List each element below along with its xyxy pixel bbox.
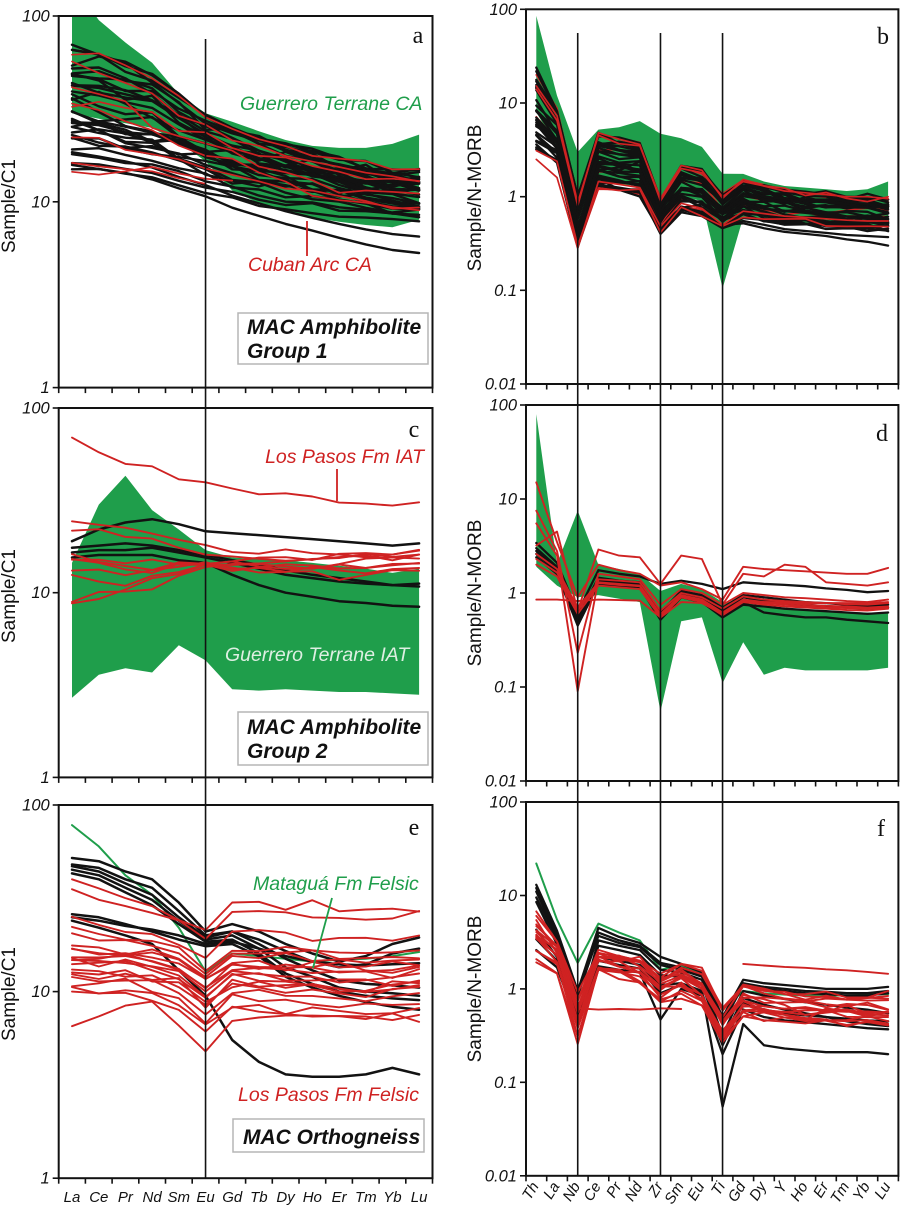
svg-text:Cuban Arc CA: Cuban Arc CA — [248, 254, 372, 276]
svg-text:0.01: 0.01 — [485, 773, 517, 791]
svg-text:Guerrero Terrane CA: Guerrero Terrane CA — [240, 93, 422, 115]
svg-text:100: 100 — [489, 794, 517, 812]
svg-text:Sample/C1: Sample/C1 — [0, 549, 20, 643]
svg-text:Ce: Ce — [89, 1189, 108, 1206]
svg-text:Sample/C1: Sample/C1 — [0, 159, 20, 253]
svg-text:100: 100 — [489, 397, 517, 415]
svg-text:Pr: Pr — [118, 1189, 134, 1206]
svg-text:Eu: Eu — [196, 1189, 215, 1206]
svg-text:c: c — [409, 417, 420, 443]
svg-text:Los Pasos Fm Felsic: Los Pasos Fm Felsic — [238, 1084, 419, 1106]
svg-text:La: La — [540, 1179, 563, 1202]
svg-text:MAC Orthogneiss: MAC Orthogneiss — [243, 1126, 420, 1149]
svg-text:Sample/N-MORB: Sample/N-MORB — [465, 520, 486, 667]
svg-text:Ho: Ho — [303, 1189, 322, 1206]
svg-text:0.1: 0.1 — [494, 1074, 517, 1092]
svg-text:Sample/N-MORB: Sample/N-MORB — [465, 916, 486, 1063]
svg-text:Group 1: Group 1 — [247, 340, 328, 363]
svg-text:10: 10 — [499, 95, 518, 113]
svg-text:Los Pasos Fm IAT: Los Pasos Fm IAT — [265, 446, 426, 468]
svg-text:e: e — [409, 815, 420, 841]
svg-text:MAC Amphibolite: MAC Amphibolite — [247, 316, 422, 339]
svg-text:10: 10 — [31, 193, 50, 211]
svg-text:0.01: 0.01 — [485, 1167, 517, 1185]
svg-text:0.1: 0.1 — [494, 679, 517, 697]
svg-text:Tb: Tb — [250, 1189, 268, 1206]
svg-text:1: 1 — [41, 769, 50, 787]
svg-text:10: 10 — [31, 584, 50, 602]
svg-text:b: b — [877, 24, 889, 50]
svg-text:a: a — [413, 23, 424, 49]
svg-text:Sm: Sm — [168, 1189, 191, 1206]
svg-text:10: 10 — [31, 983, 50, 1001]
svg-text:1: 1 — [41, 1170, 50, 1188]
svg-text:1: 1 — [508, 585, 517, 603]
svg-text:10: 10 — [499, 887, 518, 905]
svg-text:La: La — [64, 1189, 81, 1206]
svg-text:0.1: 0.1 — [494, 282, 517, 300]
svg-text:f: f — [877, 816, 885, 842]
svg-text:1: 1 — [508, 980, 517, 998]
svg-text:Dy: Dy — [276, 1189, 296, 1206]
svg-text:100: 100 — [22, 8, 50, 26]
svg-text:Th: Th — [519, 1179, 543, 1203]
svg-text:Guerrero Terrane IAT: Guerrero Terrane IAT — [225, 644, 411, 666]
svg-text:0.01: 0.01 — [485, 376, 517, 394]
svg-text:Yb: Yb — [383, 1189, 401, 1206]
svg-text:1: 1 — [41, 379, 50, 397]
svg-text:Tm: Tm — [355, 1189, 377, 1206]
svg-text:d: d — [876, 421, 888, 447]
svg-text:Mataguá Fm Felsic: Mataguá Fm Felsic — [253, 873, 419, 895]
svg-text:Sample/C1: Sample/C1 — [0, 947, 20, 1041]
svg-text:Er: Er — [332, 1189, 348, 1206]
svg-text:10: 10 — [499, 491, 518, 509]
svg-text:100: 100 — [489, 1, 517, 19]
svg-text:Gd: Gd — [222, 1189, 243, 1206]
svg-text:Nd: Nd — [143, 1189, 163, 1206]
svg-text:100: 100 — [22, 400, 50, 418]
svg-text:100: 100 — [22, 797, 50, 815]
svg-text:Group 2: Group 2 — [247, 740, 328, 763]
svg-text:MAC Amphibolite: MAC Amphibolite — [247, 716, 422, 739]
svg-text:1: 1 — [508, 188, 517, 206]
svg-text:Sample/N-MORB: Sample/N-MORB — [465, 125, 486, 272]
svg-text:Lu: Lu — [411, 1189, 428, 1206]
